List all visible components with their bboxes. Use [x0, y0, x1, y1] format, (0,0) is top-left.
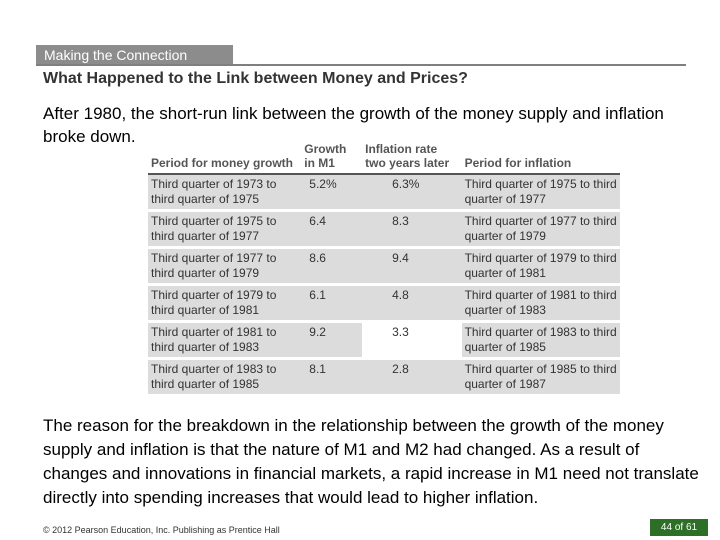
cell-inflation-period: Third quarter of 1975 to third quarter of… [461, 173, 620, 211]
slide-heading: What Happened to the Link between Money … [43, 70, 468, 87]
cell-inflation: 9.4 [362, 246, 462, 285]
cell-inflation: 2.8 [362, 357, 462, 394]
header-line: two years later [365, 156, 450, 170]
outro-text: The reason for the breakdown in the rela… [43, 416, 699, 507]
cell-inflation-period: Third quarter of 1979 to third quarter of… [461, 246, 620, 285]
cell-inflation: 4.8 [362, 283, 462, 322]
cell-money-period: Third quarter of 1973 to third quarter of… [148, 173, 302, 211]
table-row: Third quarter of 1981 to third quarter of… [148, 320, 620, 359]
cell-inflation: 6.3% [362, 173, 462, 211]
cell-money-period: Third quarter of 1979 to third quarter of… [148, 283, 302, 322]
cell-money-period: Third quarter of 1983 to third quarter of… [148, 357, 302, 394]
header-inflation: Inflation rate two years later [362, 138, 461, 174]
cell-inflation-period: Third quarter of 1983 to third quarter of… [461, 320, 620, 359]
table-row: Third quarter of 1979 to third quarter of… [148, 283, 620, 322]
cell-inflation-period: Third quarter of 1985 to third quarter of… [461, 357, 620, 394]
table-row: Third quarter of 1973 to third quarter of… [148, 173, 620, 211]
section-tag: Making the Connection [36, 45, 233, 65]
header-line: in M1 [304, 156, 335, 170]
cell-growth: 6.4 [301, 209, 363, 248]
table-header-row: Period for money growth Growth in M1 Inf… [148, 138, 620, 174]
cell-money-period: Third quarter of 1975 to third quarter of… [148, 209, 302, 248]
table-row: Third quarter of 1983 to third quarter of… [148, 357, 620, 394]
header-line: Period for money growth [151, 156, 294, 170]
intro-text: After 1980, the short-run link between t… [43, 104, 664, 146]
cell-inflation: 8.3 [362, 209, 462, 248]
header-line: Inflation rate [365, 142, 438, 156]
header-line: Growth [304, 142, 347, 156]
header-period-money: Period for money growth [148, 138, 301, 174]
cell-growth: 8.6 [301, 246, 363, 285]
header-period-inflation: Period for inflation [462, 138, 620, 174]
cell-money-period: Third quarter of 1981 to third quarter of… [148, 320, 302, 359]
cell-growth: 6.1 [301, 283, 363, 322]
cell-inflation: 3.3 [362, 320, 462, 359]
header-growth: Growth in M1 [301, 138, 362, 174]
cell-money-period: Third quarter of 1977 to third quarter of… [148, 246, 302, 285]
heading-rule [36, 64, 686, 66]
cell-growth: 8.1 [301, 357, 363, 394]
money-inflation-table: Period for money growth Growth in M1 Inf… [148, 138, 620, 394]
table-row: Third quarter of 1977 to third quarter of… [148, 246, 620, 285]
cell-growth: 5.2% [301, 173, 363, 211]
cell-growth: 9.2 [301, 320, 363, 359]
page-number-badge: 44 of 61 [650, 519, 708, 536]
table-row: Third quarter of 1975 to third quarter of… [148, 209, 620, 248]
header-line: Period for inflation [464, 156, 572, 170]
cell-inflation-period: Third quarter of 1977 to third quarter of… [461, 209, 620, 248]
cell-inflation-period: Third quarter of 1981 to third quarter of… [461, 283, 620, 322]
copyright-footer: © 2012 Pearson Education, Inc. Publishin… [43, 525, 280, 535]
